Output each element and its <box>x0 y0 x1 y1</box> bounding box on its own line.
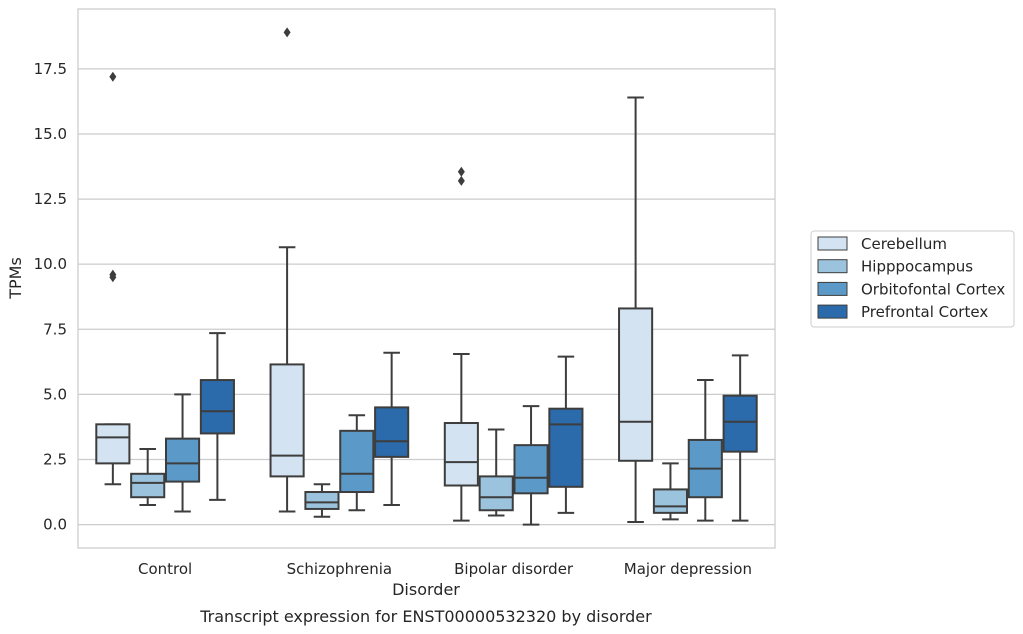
x-tick-label: Schizophrenia <box>287 560 392 578</box>
box-orbitofontal-cortex <box>339 414 375 512</box>
iqr-box <box>618 307 654 462</box>
iqr-box <box>95 423 131 465</box>
legend-frame <box>810 230 1015 328</box>
box-hipppocampus <box>478 428 514 517</box>
y-tick-label: 12.5 <box>34 190 67 208</box>
iqr-box <box>722 394 758 453</box>
y-tick-label: 7.5 <box>43 320 67 338</box>
x-axis-label: Disorder <box>392 580 460 599</box>
box-prefrontal-cortex <box>374 351 410 507</box>
legend-label: Prefrontal Cortex <box>861 303 988 321</box>
y-tick-label: 5.0 <box>43 385 67 403</box>
iqr-box <box>513 444 549 495</box>
x-tick-labels: Control Schizophrenia Bipolar disorder Majo… <box>138 560 752 578</box>
legend-label: Orbitofontal Cortex <box>861 280 1005 298</box>
y-tick-label: 2.5 <box>43 450 67 468</box>
x-tick-label: Bipolar disorder <box>454 560 574 578</box>
box-groups <box>95 27 758 526</box>
iqr-box <box>652 488 689 514</box>
legend-label: Hipppocampus <box>861 258 973 276</box>
legend-swatch <box>817 281 848 296</box>
legend: Cerebellum Hipppocampus Orbitofontal Corte… <box>810 230 1015 328</box>
box-prefrontal-cortex <box>199 332 235 501</box>
x-tick-label: Control <box>138 560 192 578</box>
y-tick-labels: 0.0 2.5 5.0 7.5 10.0 12.5 15.0 17.5 <box>34 60 67 534</box>
legend-swatch <box>817 304 848 319</box>
y-tick-label: 15.0 <box>34 125 67 143</box>
iqr-box <box>339 429 375 494</box>
legend-label: Cerebellum <box>861 235 947 253</box>
box-orbitofontal-cortex <box>687 379 723 522</box>
x-tick-label: Major depression <box>624 560 752 578</box>
box-prefrontal-cortex <box>722 354 758 522</box>
box-cerebellum <box>443 166 479 522</box>
iqr-box <box>269 363 305 478</box>
outlier-point <box>283 27 291 38</box>
iqr-box <box>374 406 410 458</box>
iqr-box <box>478 475 514 512</box>
plot-frame <box>77 8 776 549</box>
box-cerebellum <box>269 27 305 513</box>
outlier-point <box>457 166 465 177</box>
legend-swatch <box>817 236 848 251</box>
y-tick-label: 17.5 <box>34 60 67 78</box>
box-hipppocampus <box>304 483 340 518</box>
iqr-box <box>130 472 166 499</box>
box-orbitofontal-cortex <box>164 393 201 513</box>
box-hipppocampus <box>130 448 166 507</box>
outlier-point <box>109 272 117 283</box>
outlier-point <box>109 71 117 82</box>
iqr-box <box>164 437 201 483</box>
box-cerebellum <box>95 71 131 486</box>
y-tick-label: 10.0 <box>34 255 67 273</box>
iqr-box <box>304 491 340 510</box>
box-hipppocampus <box>652 462 689 521</box>
legend-swatch <box>817 259 848 274</box>
box-prefrontal-cortex <box>548 355 584 514</box>
iqr-box <box>443 422 479 487</box>
box-orbitofontal-cortex <box>513 405 549 526</box>
y-axis-label: TPMs <box>6 257 25 300</box>
iqr-box <box>199 379 235 435</box>
chart-caption: Transcript expression for ENST0000053232… <box>199 607 652 626</box>
iqr-box <box>548 407 584 488</box>
box-cerebellum <box>618 96 654 523</box>
outlier-point <box>457 175 465 186</box>
y-tick-label: 0.0 <box>43 516 67 534</box>
